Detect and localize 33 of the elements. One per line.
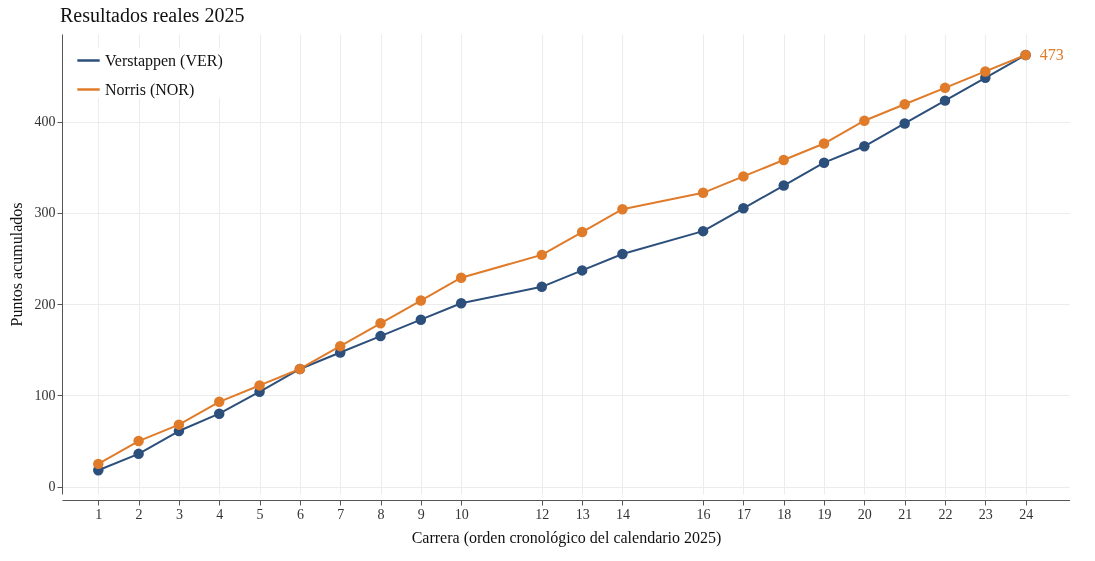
- chart-title: Resultados reales 2025: [60, 4, 245, 26]
- y-tick-label: 300: [34, 205, 56, 221]
- x-tick-label: 14: [615, 506, 630, 522]
- x-tick-label: 17: [736, 506, 751, 522]
- x-tick-label: 16: [696, 506, 711, 522]
- annotation: 473: [1039, 45, 1064, 63]
- x-tick-label: 23: [978, 506, 993, 522]
- x-tick-label: 13: [575, 506, 590, 522]
- x-tick-label: 22: [938, 506, 953, 522]
- x-tick-label: 7: [337, 506, 345, 522]
- y-tick-label: 200: [34, 296, 56, 312]
- x-tick-label: 24: [1019, 506, 1034, 522]
- x-tick-label: 6: [296, 506, 304, 522]
- x-tick-label: 2: [135, 506, 143, 522]
- y-tick-label: 400: [34, 114, 56, 130]
- x-tick-label: 8: [377, 506, 385, 522]
- x-tick-label: 5: [256, 506, 264, 522]
- x-tick-label: 4: [216, 506, 224, 522]
- x-tick-label: 12: [535, 506, 550, 522]
- x-tick-label: 10: [454, 506, 469, 522]
- legend-label: Verstappen (VER): [105, 51, 223, 70]
- x-axis-title: Carrera (orden cronológico del calendario 2025): [411, 528, 722, 547]
- y-axis-title: Puntos acumulados: [7, 202, 25, 327]
- x-tick-label: 18: [777, 506, 792, 522]
- x-tick-label: 19: [817, 506, 832, 522]
- x-tick-label: 9: [417, 506, 425, 522]
- x-tick-label: 21: [898, 506, 913, 522]
- x-tick-label: 20: [857, 506, 872, 522]
- x-tick-label: 1: [95, 506, 103, 522]
- x-tick-label: 3: [175, 506, 183, 522]
- y-tick-label: 0: [48, 479, 56, 495]
- legend-label: Norris (NOR): [105, 80, 195, 99]
- y-tick-label: 100: [34, 387, 56, 403]
